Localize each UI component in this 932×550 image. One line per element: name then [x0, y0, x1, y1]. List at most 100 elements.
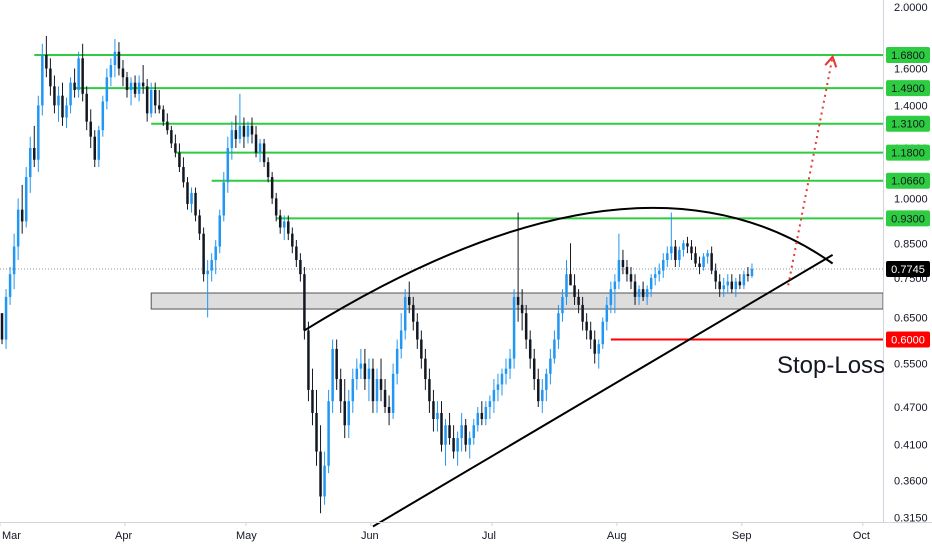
- candle[interactable]: [625, 260, 629, 282]
- candle[interactable]: [258, 138, 262, 163]
- candle[interactable]: [714, 263, 717, 290]
- candle[interactable]: [363, 348, 367, 390]
- candle[interactable]: [520, 289, 524, 331]
- candle[interactable]: [407, 281, 411, 314]
- candle[interactable]: [412, 296, 415, 331]
- candle[interactable]: [682, 240, 685, 257]
- candle[interactable]: [537, 368, 540, 408]
- candle[interactable]: [472, 419, 476, 445]
- candle[interactable]: [137, 75, 141, 102]
- candle[interactable]: [444, 419, 447, 466]
- candle[interactable]: [105, 68, 109, 110]
- candle[interactable]: [633, 274, 637, 305]
- candle[interactable]: [391, 363, 395, 420]
- candle[interactable]: [561, 289, 564, 322]
- candle[interactable]: [565, 260, 568, 305]
- candle[interactable]: [593, 330, 596, 364]
- candle[interactable]: [182, 157, 185, 188]
- candle[interactable]: [532, 348, 536, 390]
- candle[interactable]: [686, 236, 689, 254]
- candle[interactable]: [278, 209, 282, 234]
- candle[interactable]: [303, 267, 306, 340]
- candle[interactable]: [750, 263, 754, 278]
- candle[interactable]: [420, 330, 423, 369]
- candle[interactable]: [93, 130, 97, 168]
- candle[interactable]: [706, 249, 709, 264]
- candle[interactable]: [653, 267, 657, 286]
- candle[interactable]: [645, 285, 649, 305]
- candle[interactable]: [73, 68, 76, 98]
- candle[interactable]: [629, 267, 633, 290]
- candle[interactable]: [585, 313, 588, 340]
- candle[interactable]: [149, 82, 153, 118]
- candle[interactable]: [335, 339, 338, 390]
- candle[interactable]: [81, 43, 84, 102]
- candle[interactable]: [41, 43, 44, 116]
- candle[interactable]: [601, 317, 605, 349]
- candle[interactable]: [383, 379, 387, 413]
- candle[interactable]: [33, 125, 36, 168]
- candle[interactable]: [242, 117, 246, 148]
- candle[interactable]: [617, 233, 621, 290]
- candle[interactable]: [395, 339, 399, 385]
- candle[interactable]: [270, 172, 274, 204]
- candle[interactable]: [170, 125, 173, 148]
- candle[interactable]: [24, 167, 28, 228]
- candle[interactable]: [464, 419, 467, 452]
- candle[interactable]: [20, 184, 24, 234]
- candle[interactable]: [541, 379, 544, 413]
- candle[interactable]: [678, 246, 681, 268]
- rounded-top-arc[interactable]: [303, 206, 834, 332]
- candle[interactable]: [613, 274, 617, 314]
- candle[interactable]: [549, 348, 552, 385]
- candle[interactable]: [230, 121, 234, 160]
- candle[interactable]: [113, 39, 117, 78]
- candle[interactable]: [545, 368, 548, 402]
- candle[interactable]: [315, 389, 318, 466]
- candle[interactable]: [609, 281, 613, 314]
- target-price-label[interactable]: 1.0660: [886, 172, 930, 189]
- candle[interactable]: [16, 198, 20, 261]
- candle[interactable]: [214, 240, 217, 275]
- candle[interactable]: [589, 321, 592, 349]
- candle[interactable]: [468, 431, 471, 459]
- candle[interactable]: [153, 82, 157, 114]
- candle[interactable]: [746, 267, 750, 282]
- candle[interactable]: [121, 59, 125, 87]
- candle[interactable]: [299, 253, 302, 282]
- ascending-trendline[interactable]: [372, 254, 834, 528]
- candle[interactable]: [557, 304, 560, 349]
- candle[interactable]: [69, 77, 72, 114]
- candle[interactable]: [581, 296, 584, 331]
- candle[interactable]: [424, 348, 427, 390]
- candle[interactable]: [234, 115, 238, 148]
- candle[interactable]: [254, 125, 258, 158]
- target-price-label[interactable]: 0.9300: [886, 210, 930, 227]
- candle[interactable]: [194, 187, 197, 222]
- candle[interactable]: [246, 121, 250, 144]
- candle[interactable]: [57, 86, 60, 122]
- candle[interactable]: [440, 401, 443, 452]
- candle[interactable]: [206, 260, 209, 318]
- candle[interactable]: [480, 401, 484, 426]
- candle[interactable]: [674, 240, 677, 268]
- candle[interactable]: [339, 368, 342, 413]
- candle[interactable]: [460, 412, 463, 452]
- candle[interactable]: [718, 274, 721, 297]
- candle[interactable]: [65, 97, 68, 128]
- candle[interactable]: [53, 75, 56, 114]
- candle[interactable]: [266, 157, 270, 183]
- candle[interactable]: [77, 51, 80, 98]
- candle[interactable]: [250, 117, 254, 144]
- candle[interactable]: [569, 243, 572, 286]
- candle[interactable]: [37, 95, 40, 173]
- candle[interactable]: [145, 79, 149, 122]
- target-price-label[interactable]: 1.6800: [886, 47, 930, 64]
- candle[interactable]: [641, 281, 645, 301]
- candle[interactable]: [158, 90, 161, 114]
- candle[interactable]: [274, 192, 278, 222]
- candle[interactable]: [512, 289, 516, 369]
- candle[interactable]: [649, 274, 653, 297]
- candle[interactable]: [343, 379, 346, 439]
- candle[interactable]: [524, 304, 528, 349]
